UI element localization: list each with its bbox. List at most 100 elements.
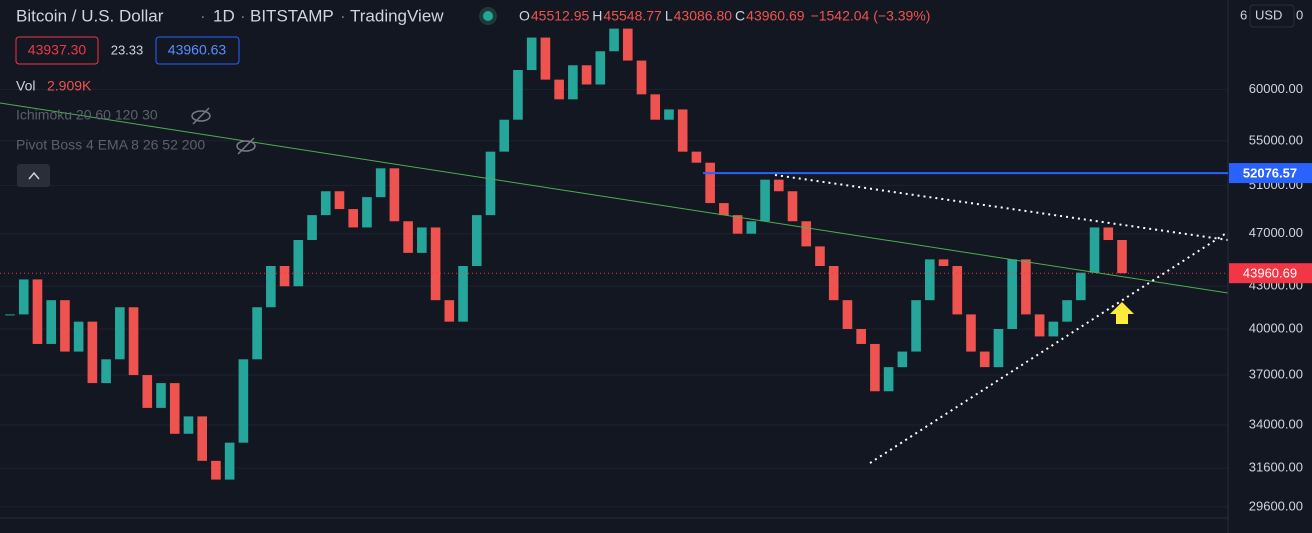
candle <box>883 367 894 392</box>
ohlc-value: 43086.80 <box>674 8 733 24</box>
currency-button[interactable] <box>1249 4 1295 28</box>
candle <box>266 265 276 308</box>
lower-dotted <box>869 231 1229 464</box>
candle <box>238 359 249 443</box>
spread: 23.33 <box>111 42 144 57</box>
candle <box>46 300 56 344</box>
indicator[interactable]: Pivot Boss 4 EMA 8 26 52 200 <box>16 137 205 153</box>
candle <box>1089 227 1100 273</box>
candle <box>320 191 331 216</box>
indicator[interactable]: Ichimoku 20 60 120 30 <box>16 107 158 123</box>
candle <box>979 351 990 368</box>
candle <box>815 246 825 266</box>
grid <box>0 88 1228 508</box>
collapse-button[interactable] <box>17 164 50 187</box>
bid: 43937.30 <box>28 42 87 58</box>
vol-label: Vol <box>16 78 35 94</box>
y-tick-label: 60000.00 <box>1249 81 1303 96</box>
candle <box>966 314 976 352</box>
chevron <box>28 171 40 180</box>
candle <box>293 240 304 287</box>
candle <box>197 416 208 461</box>
candle <box>828 265 839 301</box>
candle <box>183 416 194 434</box>
candle <box>169 383 180 434</box>
y-tick-label: 55000.00 <box>1249 132 1303 147</box>
candle <box>677 109 688 152</box>
ask: 43960.63 <box>168 42 227 58</box>
candle <box>1076 272 1086 301</box>
candle <box>307 215 317 241</box>
y-tick-label: 40000.00 <box>1249 320 1303 335</box>
candles <box>5 28 1127 480</box>
last-price-tag <box>1229 263 1312 284</box>
candle <box>842 300 853 329</box>
candle <box>526 37 537 71</box>
arrow <box>1110 302 1134 324</box>
ohlc-key: H <box>592 8 602 24</box>
candle <box>142 375 153 408</box>
interval: 1D <box>213 6 235 25</box>
ohlc-value: 45512.95 <box>531 8 590 24</box>
candle <box>32 279 43 344</box>
candle <box>499 119 510 152</box>
status-dot <box>483 11 493 21</box>
candle <box>732 215 743 234</box>
y-tick-label: 34000.00 <box>1249 416 1303 431</box>
last-price-label: 43960.69 <box>1243 266 1297 281</box>
ohlc-key: O <box>519 8 530 24</box>
ask-box[interactable] <box>155 36 240 65</box>
ohlc-key: C <box>735 8 745 24</box>
candle <box>389 168 400 222</box>
legend: Bitcoin / U.S. Dollar 1D BITSTAMP Tradin… <box>16 6 497 25</box>
candle <box>87 321 98 384</box>
candle <box>1117 240 1127 274</box>
candle <box>705 162 715 204</box>
candle <box>856 328 866 344</box>
separator: · <box>200 6 206 25</box>
candle <box>773 179 784 192</box>
ohlc-value: 43960.69 <box>746 8 805 24</box>
y-tick-label: 29600.00 <box>1249 498 1303 513</box>
candle <box>911 300 921 352</box>
candle <box>787 191 798 222</box>
candle <box>691 151 702 163</box>
bid-box[interactable] <box>15 36 99 65</box>
ohlc-key: L <box>665 8 673 24</box>
candle <box>650 94 661 120</box>
candle <box>458 265 468 322</box>
candle <box>636 60 647 95</box>
candle <box>760 179 770 222</box>
candle <box>224 442 235 480</box>
separator: · <box>240 6 246 25</box>
upper-dotted <box>774 174 1229 241</box>
candle <box>897 351 908 368</box>
candle <box>938 259 949 266</box>
eye-icons <box>191 107 256 155</box>
candle <box>540 37 551 80</box>
candle <box>375 168 386 198</box>
candle <box>1007 259 1017 329</box>
candle <box>18 279 29 315</box>
candle <box>513 70 523 120</box>
candle <box>993 328 1004 368</box>
candle <box>568 65 578 100</box>
candle <box>156 383 166 408</box>
currency: USD <box>1255 7 1282 22</box>
candle <box>581 65 592 85</box>
candle <box>60 300 70 352</box>
candle <box>719 203 729 216</box>
exchange: BITSTAMP <box>250 6 334 25</box>
trendline <box>0 102 1229 294</box>
candle <box>554 79 564 100</box>
ohlc-value: 45548.77 <box>603 8 662 24</box>
candle <box>403 221 413 253</box>
candle <box>417 227 427 253</box>
level-tag <box>1229 163 1312 184</box>
candle <box>73 321 84 352</box>
separator: · <box>340 6 346 25</box>
candle <box>801 221 812 247</box>
